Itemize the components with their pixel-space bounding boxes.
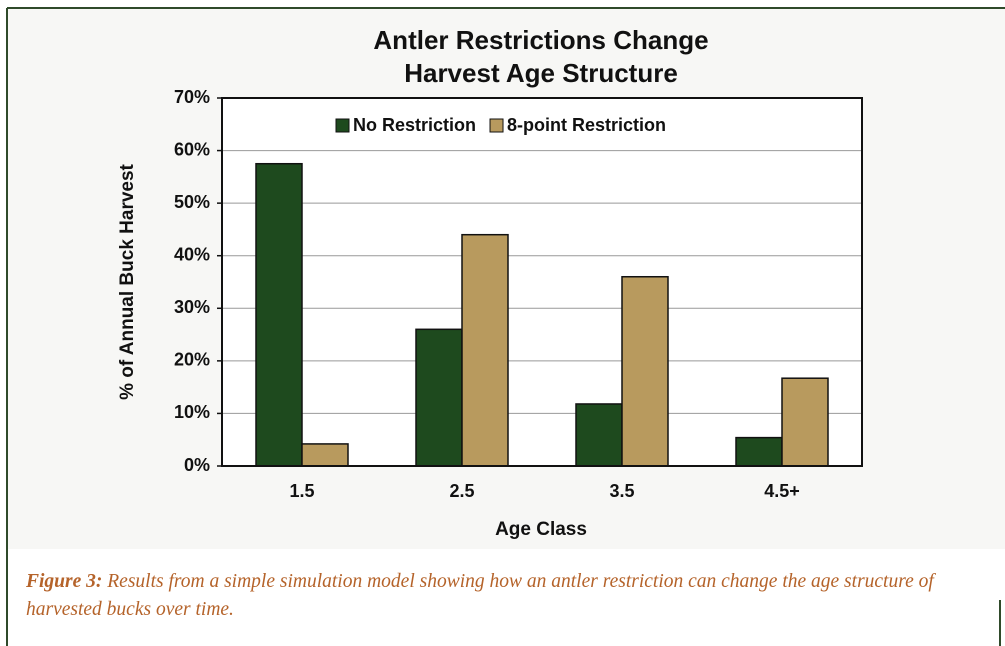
legend-label: No Restriction [353,115,476,135]
x-tick-label: 4.5+ [764,481,800,501]
caption-label: Figure 3: [26,571,103,592]
bar [575,403,623,467]
bar [621,275,669,467]
y-tick-label: 50% [174,192,210,212]
x-tick-label: 2.5 [449,481,474,501]
plot-area [222,98,862,466]
y-tick-label: 30% [174,297,210,317]
y-tick-label: 60% [174,139,210,159]
chart-title: Antler Restrictions Change [373,25,708,55]
bar [301,443,349,467]
x-axis-label: Age Class [495,519,587,540]
caption: Figure 3: Results from a simple simulati… [26,568,986,624]
plot-border [221,97,863,467]
bar [461,233,509,467]
y-tick-label: 0% [184,455,210,475]
legend-swatch [489,118,504,133]
x-tick-label: 1.5 [289,481,314,501]
legend-label: 8-point Restriction [507,115,666,135]
bar [255,162,303,467]
chart-title: Harvest Age Structure [404,58,678,88]
y-tick-label: 40% [174,244,210,264]
y-tick-label: 10% [174,402,210,422]
x-tick-label: 3.5 [609,481,634,501]
caption-text: Results from a simple simulation model s… [26,571,934,620]
bar [415,328,463,467]
legend-swatch [335,118,350,133]
y-tick-label: 70% [174,87,210,107]
y-axis-label: % of Annual Buck Harvest [117,163,138,399]
bar [735,436,783,467]
bar [781,377,829,467]
y-tick-label: 20% [174,350,210,370]
